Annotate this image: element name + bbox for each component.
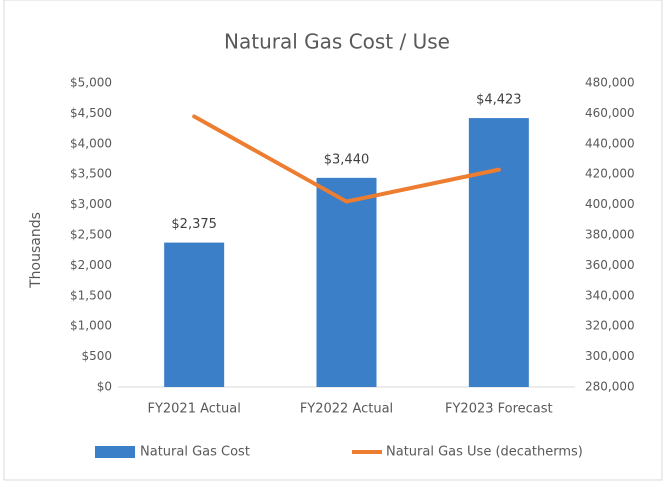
x-tick-label: FY2022 Actual bbox=[300, 402, 393, 417]
y-tick-label: $3,000 bbox=[70, 197, 112, 211]
data-label: $4,423 bbox=[476, 93, 522, 108]
y-tick-label: $500 bbox=[81, 349, 112, 363]
y2-tick-label: 440,000 bbox=[585, 136, 635, 150]
y-tick-label: $5,000 bbox=[70, 76, 112, 90]
data-label: $3,440 bbox=[324, 152, 370, 167]
bar bbox=[468, 118, 529, 387]
y2-tick-label: 420,000 bbox=[585, 167, 635, 181]
legend-label: Natural Gas Use (decatherms) bbox=[386, 445, 583, 460]
y-tick-label: $0 bbox=[97, 380, 112, 394]
legend-label: Natural Gas Cost bbox=[140, 445, 250, 460]
data-label: $2,375 bbox=[171, 217, 217, 232]
y2-tick-label: 340,000 bbox=[585, 288, 635, 302]
y-axis-label: Thousands bbox=[28, 212, 44, 289]
x-tick-label: FY2023 Forecast bbox=[445, 402, 553, 417]
y2-tick-label: 400,000 bbox=[585, 197, 635, 211]
bar bbox=[316, 177, 377, 387]
bar bbox=[164, 242, 225, 387]
y2-tick-label: 460,000 bbox=[585, 106, 635, 120]
y-tick-label: $1,000 bbox=[70, 319, 112, 333]
y2-tick-label: 300,000 bbox=[585, 349, 635, 363]
y2-tick-label: 480,000 bbox=[585, 76, 635, 90]
legend-swatch bbox=[95, 446, 135, 458]
y-tick-label: $3,500 bbox=[70, 167, 112, 181]
line bbox=[192, 114, 501, 204]
x-tick-label: FY2021 Actual bbox=[147, 402, 240, 417]
y2-tick-label: 320,000 bbox=[585, 319, 635, 333]
y2-tick-label: 380,000 bbox=[585, 228, 635, 242]
y-tick-label: $4,000 bbox=[70, 136, 112, 150]
y2-tick-label: 280,000 bbox=[585, 380, 635, 394]
chart-title: Natural Gas Cost / Use bbox=[224, 30, 450, 54]
y-tick-label: $2,500 bbox=[70, 228, 112, 242]
y-tick-label: $1,500 bbox=[70, 288, 112, 302]
y-tick-label: $2,000 bbox=[70, 258, 112, 272]
y2-tick-label: 360,000 bbox=[585, 258, 635, 272]
y-tick-label: $4,500 bbox=[70, 106, 112, 120]
